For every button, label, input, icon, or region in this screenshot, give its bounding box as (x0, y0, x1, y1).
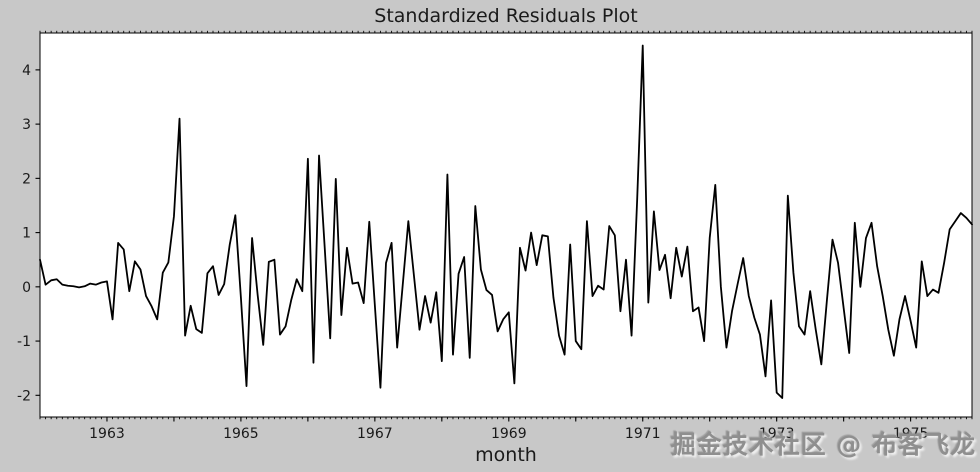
y-tick-label: 2 (22, 171, 31, 187)
x-tick-label: 1975 (893, 426, 929, 442)
y-tick-label: 0 (22, 280, 31, 296)
x-tick-label: 1963 (89, 426, 125, 442)
x-tick-label: 1973 (759, 426, 795, 442)
y-tick-label: 1 (22, 226, 31, 242)
x-tick-label: 1967 (357, 426, 393, 442)
x-tick-label: 1965 (223, 426, 259, 442)
plot-border (39, 32, 973, 418)
y-axis-tick-labels: -2 -1 0 1 2 3 4 (17, 63, 31, 404)
x-tick-label: 1969 (491, 426, 527, 442)
chart-title: Standardized Residuals Plot (374, 5, 637, 27)
y-tick-label: 4 (22, 63, 31, 79)
x-axis-label: month (475, 444, 537, 466)
x-axis-tick-labels: 1963 1965 1967 1969 1971 1973 1975 (89, 426, 928, 442)
y-tick-label: -2 (17, 388, 31, 404)
residuals-line (39, 44, 973, 399)
y-tick-label: 3 (22, 117, 31, 133)
y-tick-label: -1 (17, 334, 31, 350)
x-tick-label: 1971 (625, 426, 661, 442)
plot-area (40, 33, 972, 417)
axis-major-ticks (35, 69, 912, 422)
